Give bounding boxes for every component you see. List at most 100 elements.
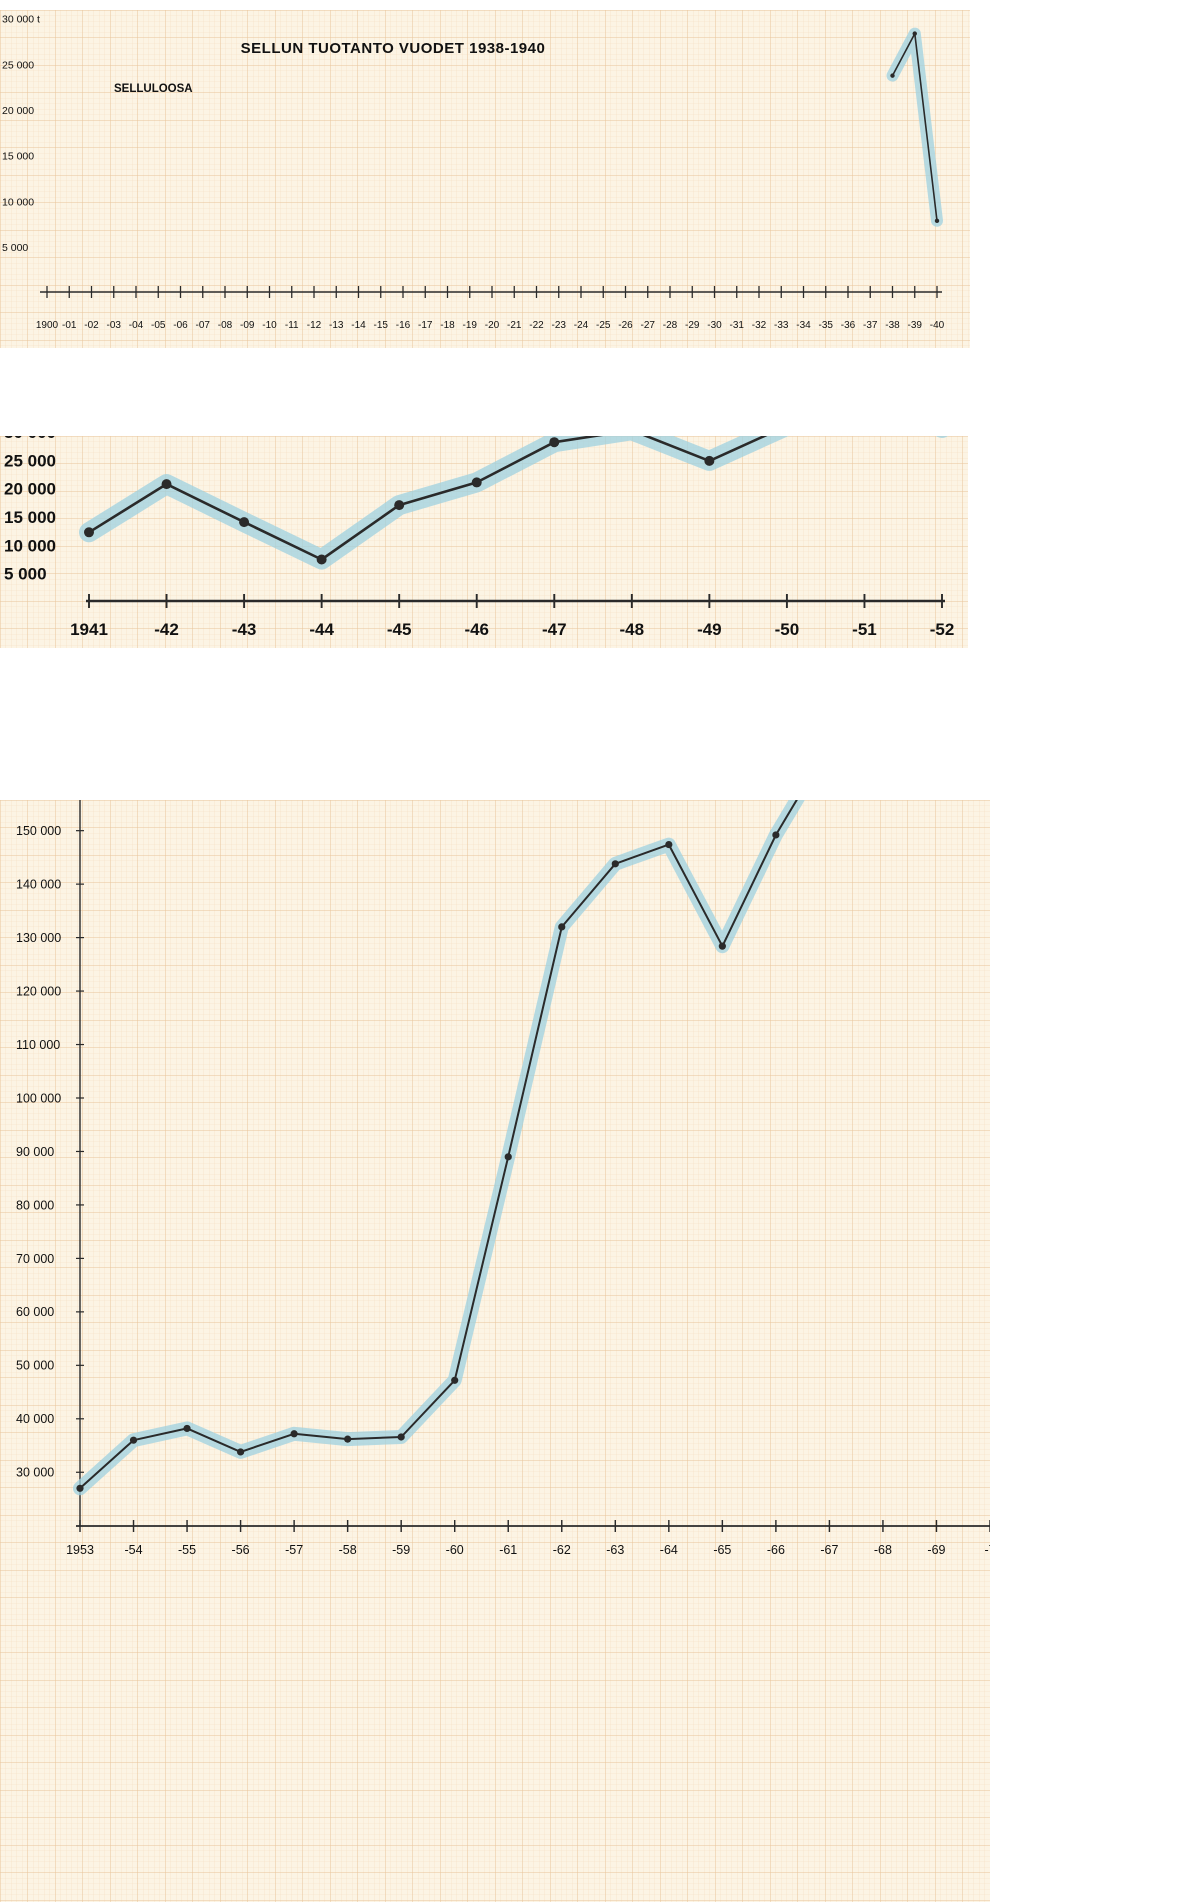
y-tick-label: 110 000 <box>16 1038 60 1052</box>
x-tick-label: -32 <box>752 320 767 331</box>
y-tick-label: 20 000 <box>2 105 34 117</box>
data-point <box>161 479 172 490</box>
x-tick-label: -20 <box>485 320 500 331</box>
x-tick-label: -69 <box>927 1543 945 1557</box>
x-tick-label: -15 <box>374 320 389 331</box>
y-tick-label: 10 000 <box>2 196 34 208</box>
x-tick-label: -31 <box>730 320 745 331</box>
graph-paper-grid <box>0 10 970 348</box>
x-tick-label: -39 <box>908 320 923 331</box>
x-tick-label: -44 <box>309 620 334 639</box>
x-tick-label: -47 <box>542 620 567 639</box>
x-tick-label: -14 <box>351 320 366 331</box>
data-point <box>471 477 482 488</box>
x-tick-label: -50 <box>775 620 800 639</box>
data-point <box>129 1436 138 1444</box>
x-tick-label: -59 <box>392 1543 410 1557</box>
x-tick-label: -55 <box>178 1543 196 1557</box>
x-tick-label: 1900 <box>36 320 59 331</box>
data-point <box>890 73 895 78</box>
data-point <box>912 31 917 36</box>
chart-1953-1970-svg: SELLUN TUOTANTO VUODET 1953-1970SELLULOO… <box>0 800 990 1902</box>
chart-1941-1952-svg: SELLUN TUOTANTO VUODET 1941-1952SELLULOO… <box>0 436 968 648</box>
data-point <box>236 1448 245 1456</box>
x-tick-label: -12 <box>307 320 322 331</box>
x-tick-label: -45 <box>387 620 412 639</box>
data-point <box>290 1430 298 1438</box>
x-tick-label: -22 <box>529 320 544 331</box>
x-tick-label: -35 <box>819 320 834 331</box>
x-tick-label: -08 <box>218 320 233 331</box>
x-tick-label: 1941 <box>70 620 108 639</box>
x-tick-label: -02 <box>84 320 99 331</box>
y-tick-label: 60 000 <box>16 1305 54 1319</box>
data-point <box>718 942 726 950</box>
y-tick-label: 100 000 <box>16 1091 61 1105</box>
x-tick-label: -67 <box>820 1543 838 1557</box>
x-tick-label: -06 <box>173 320 188 331</box>
y-tick-label: 10 000 <box>4 536 56 555</box>
x-tick-label: -09 <box>240 320 255 331</box>
x-tick-label: -23 <box>552 320 567 331</box>
x-tick-label: -61 <box>499 1543 517 1557</box>
x-tick-label: -65 <box>713 1543 731 1557</box>
x-tick-label: -48 <box>620 620 645 639</box>
x-tick-label: -46 <box>464 620 489 639</box>
x-tick-label: -34 <box>796 320 811 331</box>
x-tick-label: -29 <box>685 320 700 331</box>
chart-1941-1952: SELLUN TUOTANTO VUODET 1941-1952SELLULOO… <box>0 436 968 648</box>
y-tick-label: 120 000 <box>16 984 61 998</box>
x-tick-label: -05 <box>151 320 166 331</box>
data-point <box>558 923 566 931</box>
x-tick-label: -68 <box>874 1543 892 1557</box>
data-point <box>76 1484 84 1492</box>
y-tick-label: 15 000 <box>4 508 56 527</box>
series-line <box>88 436 768 561</box>
y-tick-label: 40 000 <box>16 1412 54 1426</box>
x-tick-label: -54 <box>124 1543 142 1557</box>
data-point <box>397 1433 405 1441</box>
x-tick-label: -37 <box>863 320 878 331</box>
x-tick-label: -66 <box>767 1543 785 1557</box>
data-point <box>316 554 327 565</box>
data-point <box>344 1435 352 1443</box>
y-tick-label: 20 000 <box>4 480 56 499</box>
data-point <box>239 517 250 528</box>
x-tick-label: -11 <box>285 320 299 331</box>
y-tick-label: 15 000 <box>2 151 34 163</box>
x-tick-label: -10 <box>262 320 277 331</box>
x-tick-label: -07 <box>196 320 211 331</box>
x-tick-label: -40 <box>930 320 945 331</box>
x-tick-label: -63 <box>606 1543 624 1557</box>
x-tick-label: -28 <box>663 320 678 331</box>
x-tick-label: -51 <box>852 620 877 639</box>
y-tick-label: 80 000 <box>16 1198 54 1212</box>
x-tick-label: -17 <box>418 320 433 331</box>
x-tick-label: -38 <box>885 320 900 331</box>
x-tick-label: -33 <box>774 320 789 331</box>
x-tick-label: -16 <box>396 320 411 331</box>
series-line <box>79 800 798 1490</box>
data-point <box>394 500 405 511</box>
x-tick-label: -60 <box>446 1543 464 1557</box>
y-tick-label: 150 000 <box>16 824 61 838</box>
data-point <box>934 218 940 224</box>
y-tick-label: 30 000 <box>4 436 56 442</box>
x-tick-label: -56 <box>232 1543 250 1557</box>
data-point <box>183 1424 191 1433</box>
y-tick-label: 130 000 <box>16 931 61 945</box>
y-tick-label: 25 000 <box>2 59 34 71</box>
data-point <box>84 527 94 538</box>
y-tick-label: 50 000 <box>16 1359 54 1373</box>
x-tick-label: -26 <box>618 320 633 331</box>
y-tick-label: 30 000 <box>16 1466 54 1480</box>
x-tick-label: -7 <box>984 1543 990 1557</box>
x-tick-label: -58 <box>339 1543 357 1557</box>
x-tick-label: -64 <box>660 1543 678 1557</box>
series-label: SELLULOOSA <box>114 83 193 95</box>
x-tick-label: -21 <box>507 320 522 331</box>
y-tick-label: 70 000 <box>16 1252 54 1266</box>
chart-1938-1940-svg: SELLUN TUOTANTO VUODET 1938-1940 SELLULOO… <box>0 10 970 348</box>
x-tick-label: -04 <box>129 320 144 331</box>
data-point <box>549 437 560 448</box>
